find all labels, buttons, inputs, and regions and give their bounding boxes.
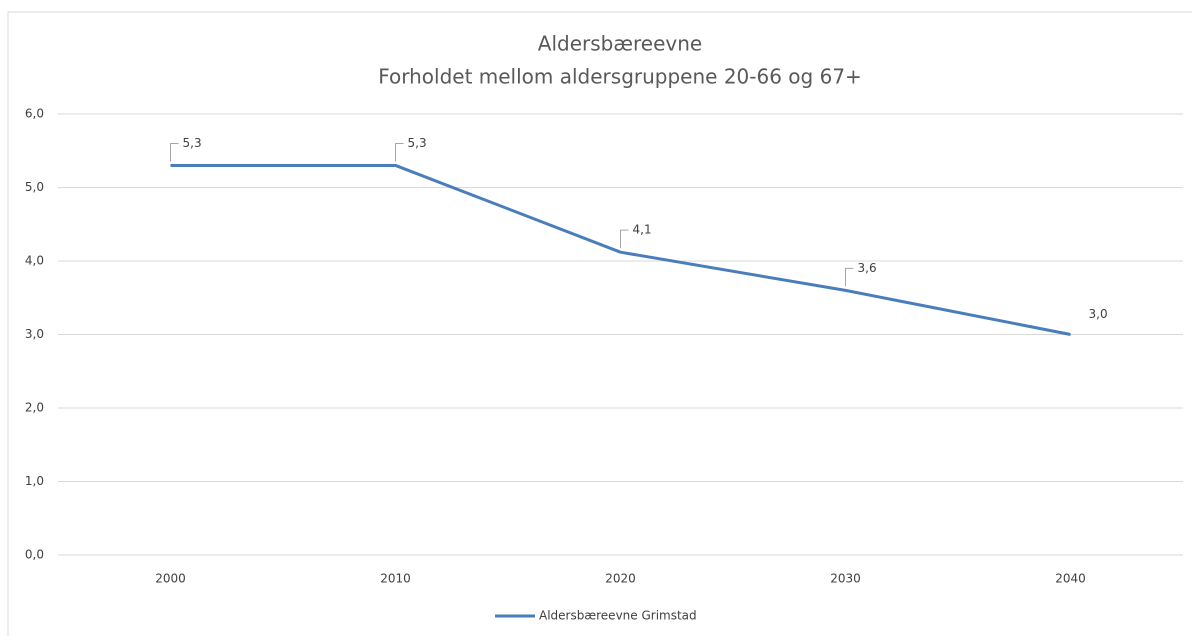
x-tick-label: 2010 [380,572,411,586]
y-tick-label: 4,0 [25,254,44,268]
y-tick-label: 3,0 [25,327,44,341]
x-tick-label: 2020 [605,572,636,586]
x-tick-label: 2040 [1055,572,1086,586]
label-leader [845,267,854,287]
data-label: 5,3 [408,136,427,150]
chart-subtitle: Forholdet mellom aldersgruppene 20-66 og… [378,65,862,89]
line [170,163,1071,336]
chart-border [7,11,1192,636]
data-label: 3,0 [1089,307,1108,321]
y-tick-label: 1,0 [25,474,44,488]
data-label: 4,1 [633,223,652,237]
chart-title: Aldersbæreevne [538,32,702,56]
x-tick-label: 2000 [155,572,186,586]
label-leader [620,229,629,249]
label-leader [395,142,404,162]
y-tick-label: 5,0 [25,180,44,194]
y-tick-label: 0,0 [25,548,44,562]
data-label: 3,6 [858,261,877,275]
x-tick-label: 2030 [830,572,861,586]
data-label: 5,3 [183,136,202,150]
label-leader [170,142,179,162]
legend-label: Aldersbæreevne Grimstad [539,609,697,623]
y-tick-label: 2,0 [25,401,44,415]
y-tick-label: 6,0 [25,107,44,121]
